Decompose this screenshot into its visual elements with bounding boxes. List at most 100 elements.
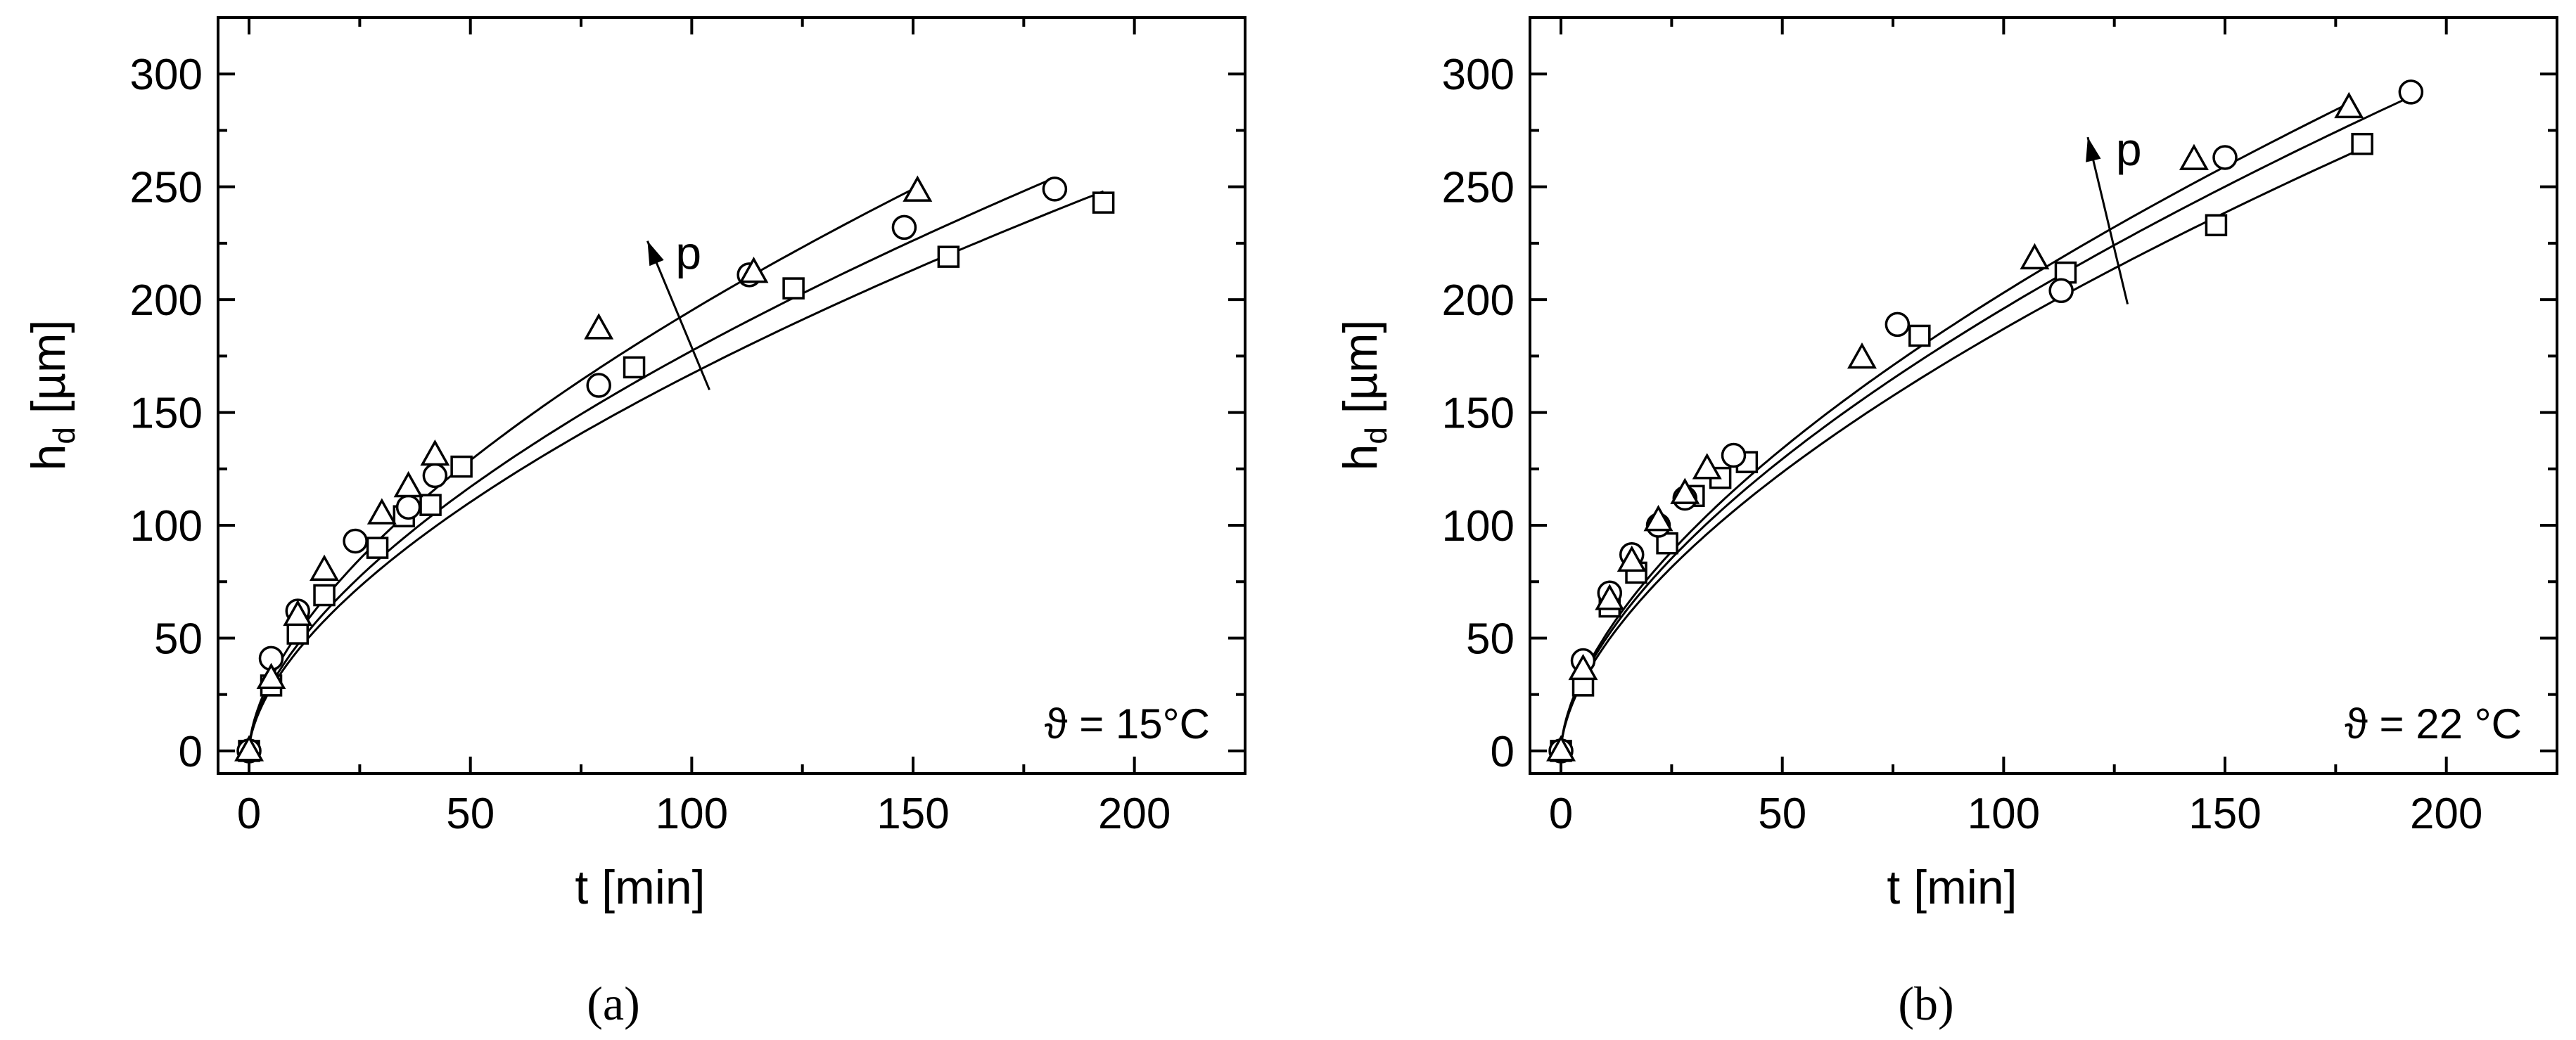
x-tick-label: 100 [656, 790, 728, 838]
arrow-head [647, 240, 664, 267]
square-marker [2351, 132, 2373, 155]
chart-panel-a: 0 50 100 150 200 0 50 100 150 200 250 300 p ϑ = 15… [22, 16, 1246, 1030]
triangle-marker [310, 554, 340, 581]
triangle-marker [420, 439, 450, 466]
x-tick-label: 50 [446, 790, 495, 838]
y-tick-label: 0 [1491, 728, 1515, 776]
y-tick-label: 200 [130, 276, 203, 325]
pressure-arrow: p [2086, 123, 2142, 304]
square-marker [366, 537, 389, 559]
triangle-marker [1692, 453, 1722, 480]
tick-marks [1530, 16, 2558, 773]
x-tick-label: 150 [2188, 790, 2261, 838]
triangle-marker [1847, 342, 1877, 369]
x-tick-label: 200 [2410, 790, 2482, 838]
pressure-arrow: p [646, 227, 710, 391]
chart-panel-b: 0 50 100 150 200 0 50 100 150 200 250 300 p ϑ = 22… [1334, 16, 2558, 1030]
x-tick-label: 150 [876, 790, 949, 838]
y-tick-label: 150 [130, 390, 203, 438]
y-tick-labels: 0 50 100 150 200 250 300 [1442, 51, 1515, 776]
x-tick-label: 0 [237, 790, 261, 838]
y-tick-label: 100 [1442, 502, 1515, 551]
y-tick-label: 300 [1442, 51, 1515, 99]
triangle-marker [1546, 735, 1576, 762]
tick-marks [218, 16, 1246, 773]
circle-marker [586, 373, 611, 398]
square-marker [313, 584, 336, 607]
panel-caption: (a) [587, 977, 639, 1030]
y-tick-label: 50 [1466, 615, 1515, 663]
y-tick-label: 250 [130, 164, 203, 212]
triangle-marker [584, 313, 614, 340]
y-tick-label: 50 [154, 615, 203, 663]
plot-frame [1529, 16, 2558, 775]
fit-curve-triangle [248, 186, 918, 751]
circle-marker [422, 463, 448, 489]
square-marker [1092, 191, 1115, 214]
triangle-marker [1617, 545, 1647, 572]
triangle-marker [1568, 653, 1598, 681]
circle-marker [2212, 145, 2238, 170]
circle-marker [2398, 79, 2424, 105]
square-marker [450, 455, 473, 478]
circle-marker [891, 214, 917, 240]
circle-marker [1721, 442, 1747, 468]
triangle-marker [1595, 584, 1625, 610]
y-axis-title: hd [µm] [1334, 320, 1394, 471]
x-tick-labels: 0 50 100 150 200 [237, 790, 1171, 838]
y-tick-label: 250 [1442, 164, 1515, 212]
triangle-marker [234, 735, 264, 762]
y-tick-label: 150 [1442, 390, 1515, 438]
x-tick-label: 200 [1098, 790, 1171, 838]
triangle-marker [366, 498, 397, 525]
square-marker [2205, 214, 2228, 236]
data-markers [1546, 79, 2424, 764]
triangle-marker [2334, 91, 2364, 119]
triangle-marker [903, 175, 933, 202]
square-marker [1908, 324, 1931, 347]
triangle-marker [1670, 477, 1700, 504]
temperature-annotation: ϑ = 22 °C [2345, 700, 2522, 747]
y-tick-labels: 0 50 100 150 200 250 300 [130, 51, 203, 776]
arrow-label: p [675, 227, 701, 279]
fit-curve-square [1560, 147, 2363, 751]
arrow-shaft [2086, 136, 2129, 304]
plot-frame [217, 16, 1246, 775]
panel-caption: (b) [1898, 977, 1953, 1030]
triangle-marker [393, 470, 423, 498]
square-marker [782, 277, 805, 300]
data-markers [234, 175, 1115, 764]
square-marker [623, 356, 646, 379]
x-axis-title: t [min] [1887, 861, 2017, 914]
circle-marker [395, 494, 421, 520]
x-tick-label: 100 [1968, 790, 2040, 838]
arrow-shaft [646, 240, 710, 391]
fit-curve-circle [1560, 95, 2411, 751]
x-tick-labels: 0 50 100 150 200 [1549, 790, 2483, 838]
triangle-marker [2020, 243, 2050, 270]
square-marker [286, 622, 310, 645]
circle-marker [1885, 312, 1911, 338]
triangle-marker [2179, 143, 2209, 170]
y-tick-label: 300 [130, 51, 203, 99]
circle-marker [2048, 278, 2074, 304]
square-marker [419, 494, 442, 516]
circle-marker [1042, 176, 1068, 202]
y-tick-label: 0 [179, 728, 203, 776]
x-tick-label: 50 [1758, 790, 1806, 838]
triangle-marker [739, 257, 769, 283]
arrow-head [2086, 137, 2101, 162]
y-tick-label: 100 [130, 502, 203, 551]
temperature-annotation: ϑ = 15°C [1045, 700, 1210, 747]
x-axis-title: t [min] [575, 861, 705, 914]
y-axis-title: hd [µm] [22, 320, 82, 471]
y-tick-label: 200 [1442, 276, 1515, 325]
fit-curves [1560, 95, 2411, 751]
circle-marker [343, 528, 368, 554]
arrow-label: p [2116, 123, 2142, 175]
fit-curve-triangle [1560, 102, 2349, 751]
square-marker [937, 245, 960, 268]
x-tick-label: 0 [1549, 790, 1573, 838]
triangle-marker [1643, 505, 1673, 532]
